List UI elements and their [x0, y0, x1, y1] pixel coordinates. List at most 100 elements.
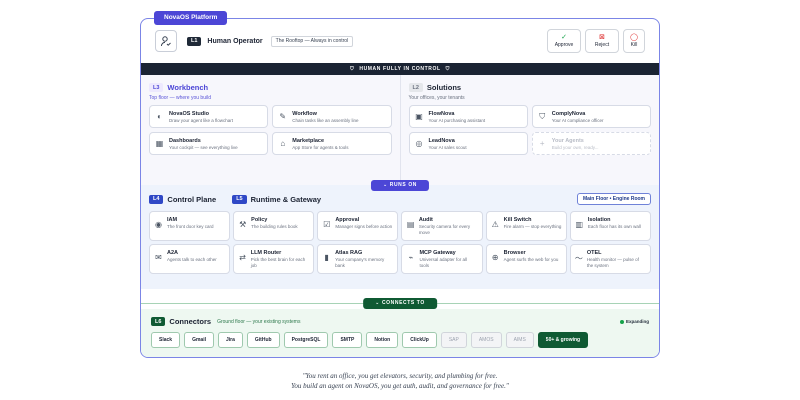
services-grid: ◉ IAM The front door key card ⚒ Policy The bu… — [149, 211, 651, 274]
workbench-solutions-tier: L3 Workbench Top floor — where you build… — [141, 75, 659, 185]
connector-chip[interactable]: SAP — [440, 332, 467, 348]
service-card[interactable]: ⚒ Policy The building rules book — [233, 211, 315, 241]
service-title: Kill Switch — [503, 217, 532, 223]
card-title: Your Agents — [551, 137, 584, 144]
card-desc: Chain tasks like an assembly line — [292, 117, 359, 123]
plug-icon: ⌁ — [408, 253, 414, 262]
card-workflow[interactable]: ✎ Workflow Chain tasks like an assembly l… — [272, 105, 392, 128]
service-title: Approval — [335, 217, 360, 223]
connector-chip[interactable]: Notion — [366, 332, 399, 348]
l3-badge: L3 — [149, 83, 164, 92]
runtime-title: Runtime & Gateway — [250, 194, 322, 204]
service-title: IAM — [167, 217, 178, 223]
gavel-icon: ⚒ — [239, 220, 247, 229]
connector-chip[interactable]: Jira — [217, 332, 243, 348]
card-complynova[interactable]: ⛉ ComplyNova Your AI compliance officer — [531, 105, 651, 128]
connector-chip[interactable]: ClickUp — [402, 332, 437, 348]
card-title: FlowNova — [428, 110, 455, 117]
pulse-icon: 〜 — [574, 254, 583, 263]
service-desc: Health monitor — pulse of the system — [586, 257, 639, 268]
card-title: NovaOS Studio — [169, 110, 210, 117]
target-icon: ◎ — [415, 139, 423, 148]
connector-chip[interactable]: GitHub — [246, 332, 280, 348]
service-desc: Pick the best brain for each job — [250, 257, 306, 268]
connector-chip[interactable]: 50+ & growing — [537, 332, 589, 348]
service-card[interactable]: ⚠ Kill Switch Fire alarm — stop everything — [485, 211, 567, 241]
service-desc: Agents talk to each other — [167, 257, 217, 262]
card-your-agents[interactable]: + Your Agents Build your own, ready... — [531, 132, 651, 155]
service-card[interactable]: ✉ A2A Agents talk to each other — [149, 244, 231, 274]
service-card[interactable]: ⊕ Browser Agent surfs the web for you — [485, 244, 567, 274]
service-title: OTEL — [586, 250, 602, 256]
service-desc: Manager signs before action — [335, 224, 393, 229]
chevron-down-icon: ⌄ — [375, 300, 380, 306]
card-marketplace[interactable]: ⌂ Marketplace App Store for agents & tool… — [272, 132, 392, 155]
alarm-icon: ⚠ — [491, 220, 499, 229]
pencil-icon: ✎ — [279, 112, 287, 121]
card-novaos-studio[interactable]: ◐ NovaOS Studio Draw your agent like a fl… — [149, 105, 269, 128]
palette-icon: ◐ — [157, 112, 162, 121]
connector-chip[interactable]: Gmail — [184, 332, 214, 348]
quote-line-1: "You rent an office, you get elevators, … — [302, 372, 498, 380]
connector-chip[interactable]: AMOS — [470, 332, 502, 348]
service-card[interactable]: ⌁ MCP Gateway Universal adapter for all to… — [401, 244, 483, 274]
service-desc: The front door key card — [167, 224, 214, 229]
kill-button[interactable]: ◯ Kill — [623, 29, 645, 53]
shop-icon: ⌂ — [280, 139, 286, 148]
floor-button[interactable]: Main Floor • Engine Room — [576, 193, 651, 205]
connector-chip[interactable]: SMTP — [332, 332, 363, 348]
card-leadnova[interactable]: ◎ LeadNova Your AI sales scout — [408, 132, 528, 155]
approve-button[interactable]: ✓ Approve — [547, 29, 581, 53]
service-card[interactable]: ▥ Isolation Each floor has its own wall — [569, 211, 651, 241]
connectors-subtitle: Ground floor — your existing systems — [217, 318, 301, 325]
card-desc: Your AI compliance officer — [551, 117, 604, 123]
connector-chip[interactable]: PostgreSQL — [283, 332, 329, 348]
connector-chip[interactable]: Slack — [151, 332, 181, 348]
l6-badge: L6 — [151, 317, 166, 326]
approve-label: Approve — [554, 42, 574, 48]
wall-icon: ▥ — [575, 220, 584, 229]
card-desc: Your AI purchasing assistant — [428, 117, 486, 123]
service-desc: Your company's memory bank — [335, 257, 385, 268]
shield-icon: ⛉ — [445, 66, 450, 72]
l4-badge: L4 — [149, 194, 164, 204]
connector-chips: Slack Gmail Jira GitHub PostgreSQL SMTP Notion… — [151, 332, 649, 348]
reject-button[interactable]: ⊠ Reject — [585, 29, 619, 53]
card-desc: Build your own, ready... — [551, 144, 599, 150]
status-badge: Expanding — [619, 319, 649, 324]
service-desc: Fire alarm — stop everything — [503, 224, 562, 229]
check-circle-icon: ✓ — [561, 34, 567, 41]
service-card[interactable]: ▤ Audit Security camera for every move — [401, 211, 483, 241]
connectors-title: Connectors — [169, 317, 212, 326]
fingerprint-icon: ◉ — [155, 220, 162, 229]
control-runtime-tier: L4 Control Plane L5 Runtime & Gateway Ma… — [141, 185, 659, 289]
solutions-title: Solutions — [426, 83, 462, 92]
router-icon: ⇄ — [239, 253, 246, 262]
service-desc: The building rules book — [251, 224, 298, 229]
control-plane-title: Control Plane — [167, 194, 217, 204]
x-square-icon: ⊠ — [599, 34, 605, 41]
service-card[interactable]: ◉ IAM The front door key card — [149, 211, 231, 241]
human-operator-tier: L1 Human Operator The Rooftop — Always i… — [141, 19, 659, 63]
globe-icon: ⊕ — [491, 253, 499, 262]
kill-label: Kill — [630, 42, 638, 48]
platform-tag: NovaOS Platform — [154, 11, 228, 25]
card-flownova[interactable]: ▣ FlowNova Your AI purchasing assistant — [408, 105, 528, 128]
service-card[interactable]: ⇄ LLM Router Pick the best brain for each … — [233, 244, 315, 274]
service-card[interactable]: 〜 OTEL Health monitor — pulse of the syste… — [569, 244, 651, 274]
service-title: Policy — [251, 217, 268, 223]
reject-label: Reject — [594, 42, 610, 48]
stop-circle-icon: ◯ — [630, 34, 638, 41]
l5-badge: L5 — [232, 194, 247, 204]
solutions-section: L2 Solutions Your offices, your tenants … — [401, 75, 660, 185]
service-desc: Each floor has its own wall — [587, 224, 641, 229]
grid-icon: ▦ — [155, 139, 164, 148]
service-card[interactable]: ▮ Atlas RAG Your company's memory bank — [317, 244, 399, 274]
plus-icon: + — [539, 139, 545, 148]
card-dashboards[interactable]: ▦ Dashboards Your cockpit — see everythin… — [149, 132, 269, 155]
card-title: Dashboards — [169, 137, 201, 144]
service-card[interactable]: ☑ Approval Manager signs before action — [317, 211, 399, 241]
l1-title: Human Operator — [207, 37, 263, 45]
connector-chip[interactable]: AIMS — [505, 332, 534, 348]
service-title: A2A — [167, 250, 179, 256]
